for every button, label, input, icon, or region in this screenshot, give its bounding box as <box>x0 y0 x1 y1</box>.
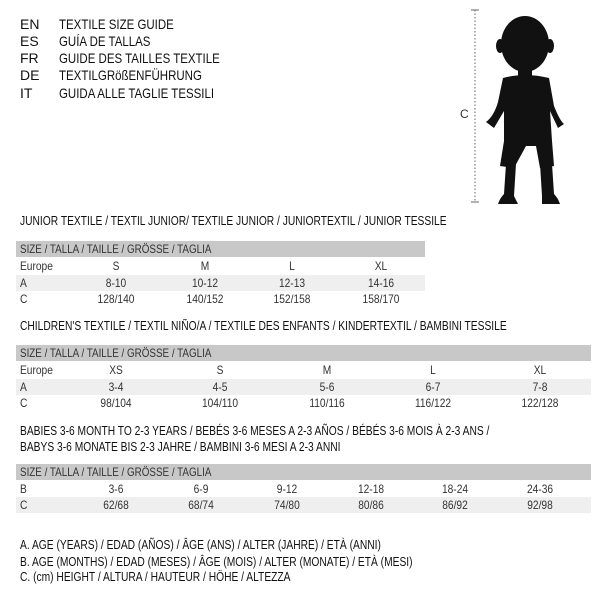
table-cell: S <box>112 259 120 273</box>
table-cell: 86/92 <box>442 498 468 512</box>
section-title-text: CHILDREN'S TEXTILE / TEXTIL NIÑO/A / TEX… <box>20 319 507 333</box>
table-cell: 128/140 <box>97 292 135 306</box>
guide-title-en: TEXTILE SIZE GUIDE <box>59 16 199 33</box>
table-cell: 10-12 <box>191 276 219 290</box>
table-row: Europe XS S M L XL <box>16 362 591 378</box>
table-cell: 104/110 <box>201 396 239 410</box>
section-title-text: JUNIOR TEXTILE / TEXTIL JUNIOR/ TEXTILE … <box>20 214 447 228</box>
table-cell: 92/98 <box>527 498 553 512</box>
table-cell: 9-12 <box>276 482 298 496</box>
table-cell: XS <box>109 363 123 377</box>
title-text: GUÍA DE TALLAS <box>59 33 151 49</box>
table-row: C 62/68 68/74 74/80 80/86 86/92 92/98 <box>16 497 591 513</box>
table-cell: 14-16 <box>367 276 395 290</box>
table-cell: 7-8 <box>532 380 548 394</box>
legend-text: A. AGE (YEARS) / EDAD (AÑOS) / ÂGE (ANS)… <box>20 538 381 552</box>
table-cell: 5-6 <box>319 380 335 394</box>
table-cell: 12-13 <box>278 276 306 290</box>
table-cell: 62/68 <box>103 498 129 512</box>
table-cell: 4-5 <box>212 380 228 394</box>
table-cell: M <box>200 259 210 273</box>
table-header: SIZE / TALLA / TAILLE / GRÖSSE / TAGLIA <box>16 345 591 361</box>
table-cell: M <box>322 363 332 377</box>
table-header: SIZE / TALLA / TAILLE / GRÖSSE / TAGLIA <box>16 241 425 257</box>
row-label: Europe <box>20 259 53 273</box>
table-cell: 122/128 <box>521 396 559 410</box>
section-title: CHILDREN'S TEXTILE / TEXTIL NIÑO/A / TEX… <box>20 319 600 333</box>
table-cell: S <box>216 363 224 377</box>
table-cell: 12-18 <box>357 482 385 496</box>
row-label: C <box>20 292 28 306</box>
table-header: SIZE / TALLA / TAILLE / GRÖSSE / TAGLIA <box>16 464 591 480</box>
title-text: TEXTILGRößENFÜHRUNG <box>59 67 202 83</box>
table-cell: 68/74 <box>188 498 214 512</box>
table-cell: 6-9 <box>193 482 209 496</box>
table-cell: 74/80 <box>274 498 300 512</box>
table-row: C 128/140 140/152 152/158 158/170 <box>16 291 425 307</box>
section-title: BABYS 3-6 MONATE BIS 2-3 JAHRE / BAMBINI… <box>20 440 411 454</box>
title-text: GUIDA ALLE TAGLIE TESSILI <box>59 85 215 101</box>
table-row: Europe S M L XL <box>16 258 425 274</box>
row-label: A <box>20 276 27 290</box>
table-cell: L <box>289 259 295 273</box>
section-title: BABIES 3-6 MONTH TO 2-3 YEARS / BEBÉS 3-… <box>20 424 592 438</box>
lang-code-es: ES <box>20 33 39 49</box>
table-cell: 152/158 <box>273 292 311 306</box>
table-row: B 3-6 6-9 9-12 12-18 18-24 24-36 <box>16 481 591 497</box>
lang-code-de: DE <box>20 67 40 83</box>
legend-item-b: B. AGE (MONTHS) / EDAD (MESES) / ÂGE (MO… <box>20 555 499 569</box>
table-cell: XL <box>533 363 547 377</box>
guide-title-es: GUÍA DE TALLAS <box>59 33 171 50</box>
table-header-text: SIZE / TALLA / TAILLE / GRÖSSE / TAGLIA <box>20 346 212 360</box>
table-header-text: SIZE / TALLA / TAILLE / GRÖSSE / TAGLIA <box>20 465 212 479</box>
table-cell: 18-24 <box>441 482 469 496</box>
row-label: B <box>20 482 27 496</box>
table-cell: 98/104 <box>100 396 132 410</box>
table-row: A 3-4 4-5 5-6 6-7 7-8 <box>16 379 591 395</box>
section-title-text: BABYS 3-6 MONATE BIS 2-3 JAHRE / BAMBINI… <box>20 440 341 454</box>
table-cell: XL <box>374 259 388 273</box>
table-row: C 98/104 104/110 110/116 116/122 122/128 <box>16 395 591 411</box>
row-label: Europe <box>20 363 53 377</box>
table-cell: 80/86 <box>358 498 384 512</box>
legend-item-a: A. AGE (YEARS) / EDAD (AÑOS) / ÂGE (ANS)… <box>20 538 460 552</box>
row-label: C <box>20 498 28 512</box>
table-cell: L <box>430 363 436 377</box>
section-title-text: BABIES 3-6 MONTH TO 2-3 YEARS / BEBÉS 3-… <box>20 424 490 438</box>
legend-item-c: C. (cm) HEIGHT / ALTURA / HAUTEUR / HÖHE… <box>20 570 350 584</box>
table-cell: 6-7 <box>425 380 441 394</box>
lang-code-fr: FR <box>20 50 39 66</box>
table-cell: 110/116 <box>309 396 345 410</box>
row-label: A <box>20 380 27 394</box>
table-cell: 8-10 <box>105 276 127 290</box>
table-cell: 140/152 <box>186 292 224 306</box>
child-silhouette-icon <box>471 9 564 204</box>
title-text: GUIDE DES TAILLES TEXTILE <box>59 50 220 66</box>
table-cell: 24-36 <box>526 482 554 496</box>
table-cell: 3-6 <box>108 482 124 496</box>
legend-text: B. AGE (MONTHS) / EDAD (MESES) / ÂGE (MO… <box>20 555 413 569</box>
guide-title-it: GUIDA ALLE TAGLIE TESSILI <box>59 85 248 102</box>
guide-title-fr: GUIDE DES TAILLES TEXTILE <box>59 50 255 67</box>
guide-title-de: TEXTILGRößENFÜHRUNG <box>59 67 233 84</box>
section-title: JUNIOR TEXTILE / TEXTIL JUNIOR/ TEXTILE … <box>20 214 540 228</box>
height-measure-label: C <box>460 107 469 121</box>
table-cell: 158/170 <box>362 292 400 306</box>
table-cell: 3-4 <box>108 380 124 394</box>
lang-code-it: IT <box>20 85 33 101</box>
table-cell: 116/122 <box>414 396 452 410</box>
table-header-text: SIZE / TALLA / TAILLE / GRÖSSE / TAGLIA <box>20 242 212 256</box>
row-label: C <box>20 396 28 410</box>
title-text: TEXTILE SIZE GUIDE <box>59 16 174 32</box>
legend-text: C. (cm) HEIGHT / ALTURA / HAUTEUR / HÖHE… <box>20 570 291 584</box>
table-row: A 8-10 10-12 12-13 14-16 <box>16 275 425 291</box>
lang-code-en: EN <box>20 16 40 32</box>
